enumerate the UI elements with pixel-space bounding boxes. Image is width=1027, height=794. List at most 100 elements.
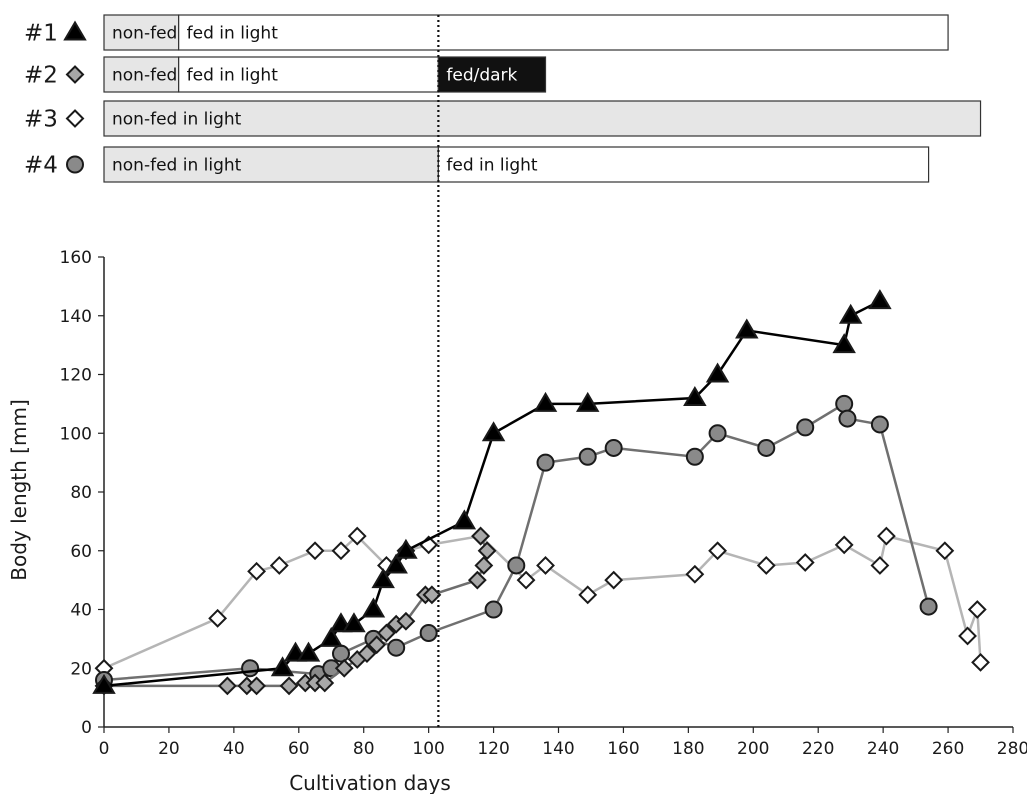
data-point	[467, 570, 487, 590]
data-point	[319, 626, 343, 647]
timeline-row-label: #4	[24, 153, 58, 179]
timeline-segment	[437, 56, 547, 93]
x-tick-label: 100	[412, 739, 444, 759]
data-point	[477, 541, 497, 561]
timeline-row: #1 non-fed fed in light	[24, 14, 949, 51]
timeline-segment	[178, 56, 439, 93]
data-point	[471, 526, 490, 546]
data-point	[394, 538, 418, 559]
timeline-segment	[178, 14, 949, 51]
data-point	[331, 541, 351, 561]
data-point	[756, 556, 776, 575]
data-point	[361, 597, 386, 618]
x-axis-label: Cultivation days	[289, 771, 451, 794]
y-tick-label: 60	[70, 542, 92, 562]
timeline-segment-label: fed in light	[187, 66, 279, 86]
data-point	[377, 623, 396, 643]
y-tick-label: 40	[70, 601, 92, 621]
timeline-segment-label: non-fed in light	[112, 110, 242, 130]
x-tick-label: 120	[477, 739, 509, 759]
data-point	[217, 676, 237, 696]
y-tick-label: 140	[60, 307, 92, 327]
data-point	[422, 585, 442, 605]
data-point	[834, 535, 854, 555]
data-point	[516, 570, 536, 590]
data-point	[357, 644, 377, 663]
data-point	[247, 561, 266, 581]
data-point	[870, 556, 890, 575]
legend-marker	[63, 20, 87, 41]
timeline-segment	[103, 14, 180, 51]
plot-series	[92, 289, 990, 696]
x-tick-label: 180	[672, 739, 704, 759]
data-point	[384, 553, 408, 574]
data-point	[795, 553, 815, 572]
data-point	[315, 673, 335, 693]
data-point	[247, 676, 266, 696]
data-point	[604, 438, 623, 457]
timeline-segment-label: fed in light	[187, 24, 279, 44]
series-1	[92, 289, 892, 694]
x-tick-label: 60	[288, 739, 310, 759]
data-point	[705, 362, 730, 383]
data-point	[208, 608, 228, 628]
data-point	[971, 652, 990, 672]
x-tick-label: 140	[542, 739, 574, 759]
data-point	[484, 600, 503, 619]
data-point	[334, 658, 354, 678]
data-point	[371, 568, 395, 589]
timeline-segment	[437, 146, 930, 183]
timeline-row: #2 non-fed fed in light fed/dark	[24, 56, 547, 93]
series-line	[103, 534, 982, 670]
data-point	[342, 612, 366, 633]
data-point	[835, 394, 854, 413]
data-point	[838, 409, 857, 428]
data-point	[604, 570, 624, 590]
data-point	[305, 541, 325, 561]
y-tick-label: 0	[81, 718, 92, 738]
timeline-segment-label: non-fed in light	[112, 156, 242, 176]
data-point	[870, 415, 889, 434]
x-tick-label: 220	[802, 739, 834, 759]
data-point	[578, 447, 597, 466]
data-point	[347, 526, 367, 546]
data-point	[575, 391, 600, 412]
timeline-row-label: #3	[24, 107, 58, 133]
series-4	[95, 394, 938, 689]
timeline-row: #4 non-fed in light fed in light	[24, 146, 930, 183]
data-point	[270, 656, 295, 677]
x-tick-label: 0	[99, 739, 110, 759]
x-tick-label: 20	[158, 739, 180, 759]
data-point	[958, 626, 977, 646]
timeline-row: #3 non-fed in light	[24, 100, 982, 137]
timeline-segment-label: fed in light	[446, 156, 538, 176]
data-point	[735, 318, 759, 339]
timeline-segment-label: fed/dark	[446, 66, 517, 86]
data-point	[796, 418, 815, 437]
y-tick-label: 80	[70, 483, 92, 503]
legend-marker	[66, 155, 84, 174]
x-tick-label: 80	[353, 739, 375, 759]
timeline-segment	[103, 56, 180, 93]
data-point	[367, 635, 387, 655]
y-tick-label: 100	[60, 424, 92, 444]
x-tick-label: 200	[737, 739, 769, 759]
data-point	[241, 659, 260, 678]
data-point	[536, 556, 555, 575]
series-line	[103, 299, 881, 688]
data-point	[474, 556, 494, 575]
y-axis-label: Body length [mm]	[7, 399, 31, 581]
timeline-row-label: #2	[24, 63, 58, 89]
timeline-segment-label: non-fed	[112, 24, 177, 44]
x-tick-label: 40	[223, 739, 245, 759]
data-point	[452, 509, 477, 530]
data-point	[685, 447, 704, 466]
timeline-row-label: #1	[24, 21, 58, 47]
x-tick-label: 260	[932, 739, 964, 759]
data-point	[683, 386, 707, 406]
data-point	[92, 673, 116, 694]
data-point	[536, 453, 555, 472]
data-point	[832, 333, 856, 354]
data-point	[481, 421, 506, 442]
data-point	[296, 641, 321, 662]
